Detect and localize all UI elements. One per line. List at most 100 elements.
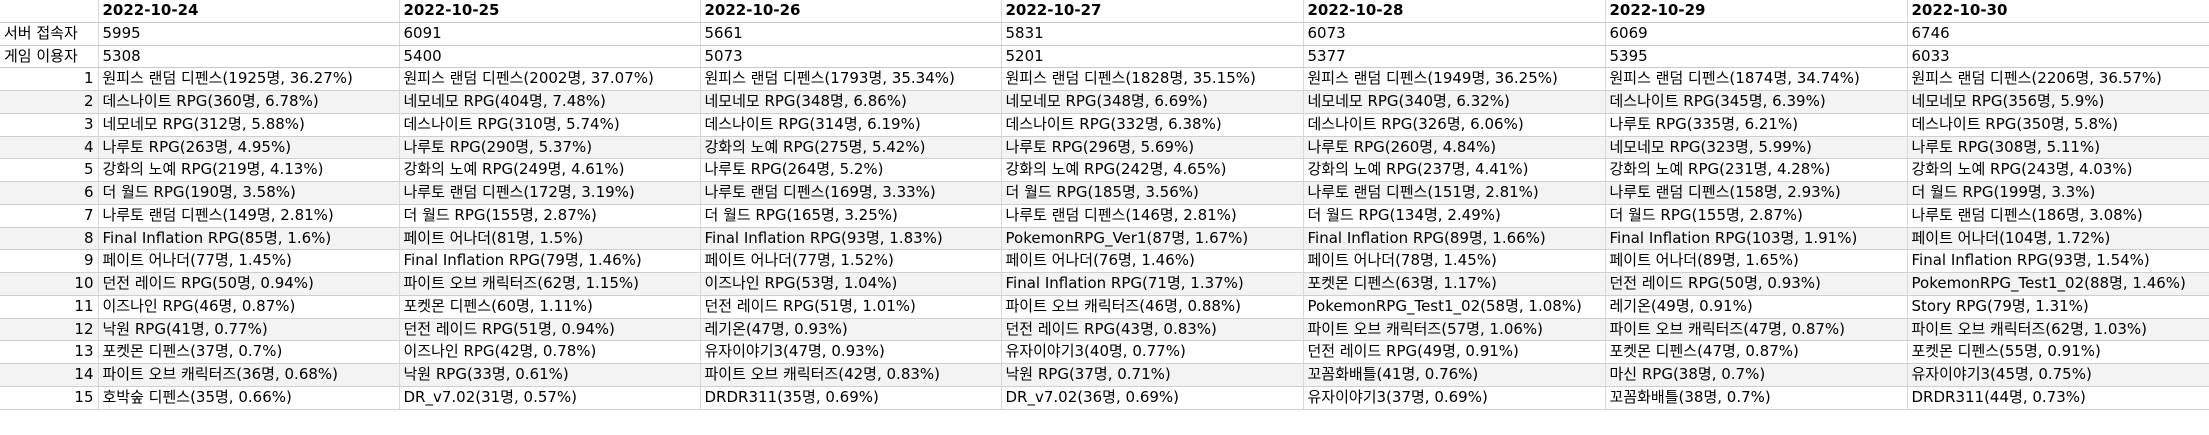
stat-value: 5308	[97, 45, 399, 69]
stat-value: 5400	[398, 45, 700, 69]
table-row: 9 페이트 어나더(77명, 1.45%) Final Inflation RPG(…	[0, 249, 2209, 273]
rank-cell: 강화의 노예 RPG(242명, 4.65%)	[1000, 158, 1303, 182]
rank-cell: 유자이야기3(45명, 0.75%)	[1906, 363, 2209, 387]
rank-cell: 파이트 오브 캐릭터즈(46명, 0.88%)	[1000, 295, 1303, 319]
rank-cell: 네모네모 RPG(340명, 6.32%)	[1302, 90, 1605, 114]
rank-cell: 포켓몬 디펜스(55명, 0.91%)	[1906, 340, 2209, 364]
rank-cell: 원피스 랜덤 디펜스(1874명, 34.74%)	[1604, 67, 1907, 91]
rank-cell: 던전 레이드 RPG(51명, 0.94%)	[398, 318, 700, 342]
table-row: 7 나루토 랜덤 디펜스(149명, 2.81%) 더 월드 RPG(155명, 2…	[0, 204, 2209, 228]
rank-number: 14	[0, 363, 98, 387]
rank-cell: 던전 레이드 RPG(50명, 0.94%)	[97, 272, 399, 296]
rank-cell: 페이트 어나더(77명, 1.52%)	[699, 249, 1001, 273]
table-row: 8 Final Inflation RPG(85명, 1.6%) 페이트 어나더(8…	[0, 227, 2209, 251]
rank-cell: 데스나이트 RPG(314명, 6.19%)	[699, 113, 1001, 137]
rank-cell: Final Inflation RPG(89명, 1.66%)	[1302, 227, 1605, 251]
rank-number: 13	[0, 340, 98, 364]
rank-cell: 나루토 RPG(335명, 6.21%)	[1604, 113, 1907, 137]
rank-cell: 낙원 RPG(41명, 0.77%)	[97, 318, 399, 342]
date-header: 2022-10-28	[1302, 0, 1605, 23]
table-row: 10 던전 레이드 RPG(50명, 0.94%) 파이트 오브 캐릭터즈(62명,…	[0, 272, 2209, 296]
rank-cell: 마신 RPG(38명, 0.7%)	[1604, 363, 1907, 387]
rank-cell: 호박숲 디펜스(35명, 0.66%)	[97, 386, 399, 410]
date-header: 2022-10-27	[1000, 0, 1303, 23]
stat-value: 5377	[1302, 45, 1605, 69]
corner-cell	[0, 0, 98, 23]
stat-value: 5995	[97, 22, 399, 46]
rank-number: 9	[0, 249, 98, 273]
rank-cell: 원피스 랜덤 디펜스(2206명, 36.57%)	[1906, 67, 2209, 91]
rank-number: 2	[0, 90, 98, 114]
rank-cell: DRDR311(35명, 0.69%)	[699, 386, 1001, 410]
rank-cell: Final Inflation RPG(79명, 1.46%)	[398, 249, 700, 273]
rank-cell: 던전 레이드 RPG(51명, 1.01%)	[699, 295, 1001, 319]
rank-cell: 더 월드 RPG(155명, 2.87%)	[1604, 204, 1907, 228]
date-header: 2022-10-26	[699, 0, 1001, 23]
rank-cell: 꼬꼼화배틀(41명, 0.76%)	[1302, 363, 1605, 387]
rank-cell: 페이트 어나더(81명, 1.5%)	[398, 227, 700, 251]
rank-cell: 나루토 RPG(308명, 5.11%)	[1906, 136, 2209, 160]
rank-number: 4	[0, 136, 98, 160]
rank-number: 3	[0, 113, 98, 137]
rank-cell: 나루토 RPG(296명, 5.69%)	[1000, 136, 1303, 160]
rank-cell: 네모네모 RPG(348명, 6.69%)	[1000, 90, 1303, 114]
rank-cell: 파이트 오브 캐릭터즈(42명, 0.83%)	[699, 363, 1001, 387]
table-row: 1 원피스 랜덤 디펜스(1925명, 36.27%) 원피스 랜덤 디펜스(200…	[0, 67, 2209, 91]
rank-cell: 나루토 랜덤 디펜스(149명, 2.81%)	[97, 204, 399, 228]
rank-cell: 이즈나인 RPG(42명, 0.78%)	[398, 340, 700, 364]
rank-cell: 더 월드 RPG(165명, 3.25%)	[699, 204, 1001, 228]
rank-cell: 나루토 RPG(290명, 5.37%)	[398, 136, 700, 160]
rank-cell: 더 월드 RPG(185명, 3.56%)	[1000, 181, 1303, 205]
rank-cell: 페이트 어나더(77명, 1.45%)	[97, 249, 399, 273]
rank-cell: 네모네모 RPG(348명, 6.86%)	[699, 90, 1001, 114]
rank-cell: 파이트 오브 캐릭터즈(62명, 1.03%)	[1906, 318, 2209, 342]
rank-number: 12	[0, 318, 98, 342]
rank-cell: 레기온(47명, 0.93%)	[699, 318, 1001, 342]
game-users-row: 게임 이용자 5308 5400 5073 5201 5377 5395 603…	[0, 45, 2209, 69]
rank-cell: 더 월드 RPG(190명, 3.58%)	[97, 181, 399, 205]
rank-number: 15	[0, 386, 98, 410]
rank-cell: 강화의 노예 RPG(231명, 4.28%)	[1604, 158, 1907, 182]
stat-value: 6091	[398, 22, 700, 46]
rank-number: 8	[0, 227, 98, 251]
rank-cell: 원피스 랜덤 디펜스(1925명, 36.27%)	[97, 67, 399, 91]
rank-cell: DR_v7.02(31명, 0.57%)	[398, 386, 700, 410]
row-label: 게임 이용자	[0, 45, 98, 69]
rank-cell: 유자이야기3(37명, 0.69%)	[1302, 386, 1605, 410]
rank-cell: 강화의 노예 RPG(249명, 4.61%)	[398, 158, 700, 182]
table-row: 3 네모네모 RPG(312명, 5.88%) 데스나이트 RPG(310명, 5.…	[0, 113, 2209, 137]
rank-cell: 데스나이트 RPG(326명, 6.06%)	[1302, 113, 1605, 137]
stat-value: 6033	[1906, 45, 2209, 69]
rank-cell: 낙원 RPG(33명, 0.61%)	[398, 363, 700, 387]
rank-cell: 나루토 RPG(264명, 5.2%)	[699, 158, 1001, 182]
rank-cell: 나루토 랜덤 디펜스(172명, 3.19%)	[398, 181, 700, 205]
rank-cell: DR_v7.02(36명, 0.69%)	[1000, 386, 1303, 410]
row-label: 서버 접속자	[0, 22, 98, 46]
date-header: 2022-10-30	[1906, 0, 2209, 23]
rank-cell: 네모네모 RPG(404명, 7.48%)	[398, 90, 700, 114]
table-row: 5 강화의 노예 RPG(219명, 4.13%) 강화의 노예 RPG(249명,…	[0, 158, 2209, 182]
rank-cell: 네모네모 RPG(312명, 5.88%)	[97, 113, 399, 137]
rank-number: 1	[0, 67, 98, 91]
stat-value: 6069	[1604, 22, 1907, 46]
rank-cell: 강화의 노예 RPG(219명, 4.13%)	[97, 158, 399, 182]
date-header: 2022-10-29	[1604, 0, 1907, 23]
stat-value: 5201	[1000, 45, 1303, 69]
rank-number: 7	[0, 204, 98, 228]
rank-cell: Final Inflation RPG(103명, 1.91%)	[1604, 227, 1907, 251]
rank-cell: 던전 레이드 RPG(49명, 0.91%)	[1302, 340, 1605, 364]
rank-cell: 나루토 랜덤 디펜스(146명, 2.81%)	[1000, 204, 1303, 228]
rank-cell: 나루토 RPG(263명, 4.95%)	[97, 136, 399, 160]
rank-cell: 던전 레이드 RPG(43명, 0.83%)	[1000, 318, 1303, 342]
rank-cell: 데스나이트 RPG(332명, 6.38%)	[1000, 113, 1303, 137]
rank-cell: 강화의 노예 RPG(275명, 5.42%)	[699, 136, 1001, 160]
date-header: 2022-10-24	[97, 0, 399, 23]
rank-number: 10	[0, 272, 98, 296]
rank-cell: 나루토 랜덤 디펜스(169명, 3.33%)	[699, 181, 1001, 205]
rank-cell: 더 월드 RPG(199명, 3.3%)	[1906, 181, 2209, 205]
table-row: 15 호박숲 디펜스(35명, 0.66%) DR_v7.02(31명, 0.57%…	[0, 386, 2209, 410]
rank-rows: 1 원피스 랜덤 디펜스(1925명, 36.27%) 원피스 랜덤 디펜스(200…	[0, 67, 2209, 410]
rank-cell: DRDR311(44명, 0.73%)	[1906, 386, 2209, 410]
rank-cell: 포켓몬 디펜스(37명, 0.7%)	[97, 340, 399, 364]
rank-cell: 원피스 랜덤 디펜스(1793명, 35.34%)	[699, 67, 1001, 91]
